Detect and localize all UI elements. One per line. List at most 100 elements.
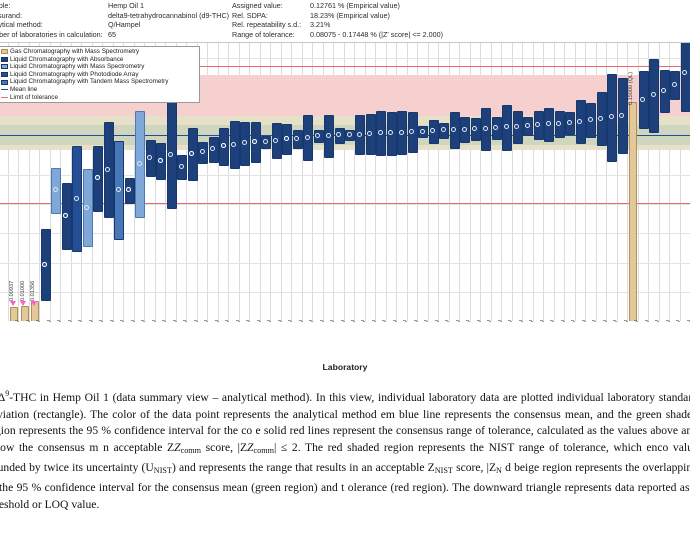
data-point-marker[interactable] [315, 133, 321, 139]
legend-item-lc-tandem-ms[interactable]: Liquid Chromatography with Tandem Mass S… [1, 78, 197, 86]
grid-line-vertical [333, 43, 335, 321]
legend-item-mean-line[interactable]: Mean line [1, 86, 197, 94]
x-axis-tick-label: A063 [456, 320, 462, 322]
data-point-marker[interactable] [220, 143, 226, 149]
data-point-marker[interactable] [325, 133, 331, 139]
x-axis-tick-label: A069 [309, 320, 315, 322]
data-point-marker[interactable] [545, 121, 551, 127]
data-point-marker[interactable] [608, 114, 614, 120]
data-point-marker[interactable] [430, 128, 436, 134]
data-point-marker[interactable] [440, 127, 446, 133]
legend-item-limit-of-tolerance[interactable]: Limit of tolerance [1, 94, 197, 102]
data-point-marker[interactable] [367, 130, 373, 136]
legend-item-lc-ms[interactable]: Liquid Chromatography with Mass Spectrom… [1, 63, 197, 71]
data-point-marker[interactable] [136, 160, 142, 166]
data-point-marker[interactable] [671, 82, 677, 88]
data-point-marker[interactable] [419, 128, 425, 134]
legend-item-lc-pda[interactable]: Liquid Chromatography with Photodiode Ar… [1, 71, 197, 79]
loq-bar[interactable] [20, 306, 29, 321]
data-point-marker[interactable] [52, 187, 58, 193]
data-point-marker[interactable] [262, 138, 268, 144]
data-point-marker[interactable] [398, 129, 404, 135]
data-point-marker[interactable] [346, 131, 352, 137]
data-point-marker[interactable] [63, 213, 69, 219]
x-axis-tick-label: A099 [299, 320, 305, 322]
grid-line-vertical [70, 43, 72, 321]
data-point-marker[interactable] [535, 122, 541, 128]
grid-line-vertical [658, 43, 660, 321]
data-point-marker[interactable] [115, 187, 121, 193]
data-point-marker[interactable] [524, 122, 530, 128]
data-point-marker[interactable] [503, 124, 509, 130]
data-point-marker[interactable] [514, 123, 520, 129]
loq-bar[interactable] [10, 307, 19, 321]
loq-triangle-marker[interactable] [20, 301, 27, 306]
data-point-marker[interactable] [556, 120, 562, 126]
grid-line-vertical [165, 43, 167, 321]
data-point-marker[interactable] [482, 125, 488, 131]
data-point-marker[interactable] [377, 130, 383, 136]
data-point-marker[interactable] [304, 134, 310, 140]
loq-triangle-marker[interactable] [9, 301, 16, 306]
data-point-marker[interactable] [587, 117, 593, 123]
data-point-marker[interactable] [451, 127, 457, 133]
data-point-marker[interactable] [73, 195, 79, 201]
data-point-marker[interactable] [619, 112, 625, 118]
data-point-marker[interactable] [273, 137, 279, 143]
data-point-marker[interactable] [147, 155, 153, 161]
data-point-marker[interactable] [566, 120, 572, 125]
data-point-marker[interactable] [336, 132, 341, 138]
legend-swatch-icon [1, 49, 8, 55]
data-point-marker[interactable] [231, 141, 237, 147]
data-point-marker[interactable] [241, 140, 247, 146]
data-point-marker[interactable] [493, 125, 499, 131]
data-point-marker[interactable] [577, 118, 583, 124]
data-point-marker[interactable] [661, 87, 667, 93]
data-point-marker[interactable] [84, 204, 90, 210]
data-point-marker[interactable] [178, 163, 184, 169]
header-value-assigned: 0.12761 % (Empirical value) [310, 1, 400, 10]
x-axis-tick-label: A041 [120, 320, 126, 322]
grid-line-vertical [39, 43, 41, 321]
data-point-marker[interactable] [356, 131, 362, 137]
data-point-marker[interactable] [294, 136, 300, 142]
x-axis-tick-label: A039 [78, 320, 84, 322]
data-point-marker[interactable] [409, 128, 415, 134]
grid-line-vertical [627, 43, 629, 321]
loq-bar[interactable] [629, 102, 638, 321]
loq-value-label: 0.01000 [19, 280, 26, 301]
x-axis-tick-label: A021 [246, 320, 252, 322]
grid-line-vertical [648, 43, 650, 321]
data-point-marker[interactable] [105, 166, 111, 172]
caption-text-b: individual laboratory standard deviation… [0, 390, 690, 421]
loq-triangle-marker[interactable] [30, 301, 37, 306]
data-point-marker[interactable] [168, 152, 174, 158]
grid-line-vertical [679, 43, 681, 321]
data-point-marker[interactable] [199, 149, 205, 155]
data-point-marker[interactable] [126, 187, 132, 193]
data-point-marker[interactable] [461, 126, 467, 132]
data-point-marker[interactable] [682, 70, 688, 76]
data-point-marker[interactable] [388, 130, 394, 136]
grid-line-vertical [291, 43, 293, 321]
data-point-marker[interactable] [42, 261, 48, 267]
data-point-marker[interactable] [283, 136, 289, 142]
data-point-marker[interactable] [640, 96, 646, 102]
grid-line-vertical [532, 43, 534, 321]
header-value-column: Hemp Oil 1 delta9-tetrahydrocannabinol (… [108, 1, 229, 39]
data-point-marker[interactable] [157, 157, 163, 163]
data-point-marker[interactable] [189, 150, 195, 156]
data-point-marker[interactable] [210, 146, 216, 152]
data-point-marker[interactable] [598, 115, 604, 121]
overlap-band-lower [0, 145, 690, 150]
grid-line-vertical [196, 43, 198, 321]
data-point-marker[interactable] [252, 138, 258, 144]
legend-item-lc-absorbance[interactable]: Liquid Chromatography with Absorbance [1, 56, 197, 64]
data-point-marker[interactable] [650, 92, 656, 98]
header-value-tolerance: 0.08075 - 0.17448 % (|Z' score| <= 2.000… [310, 29, 443, 39]
data-point-marker[interactable] [94, 175, 100, 181]
data-point-marker[interactable] [472, 125, 478, 131]
x-axis-tick-label: A020 [267, 320, 273, 322]
std-dev-rectangle[interactable] [680, 43, 690, 112]
legend-item-gcms[interactable]: Gas Chromatography with Mass Spectrometr… [1, 48, 197, 56]
